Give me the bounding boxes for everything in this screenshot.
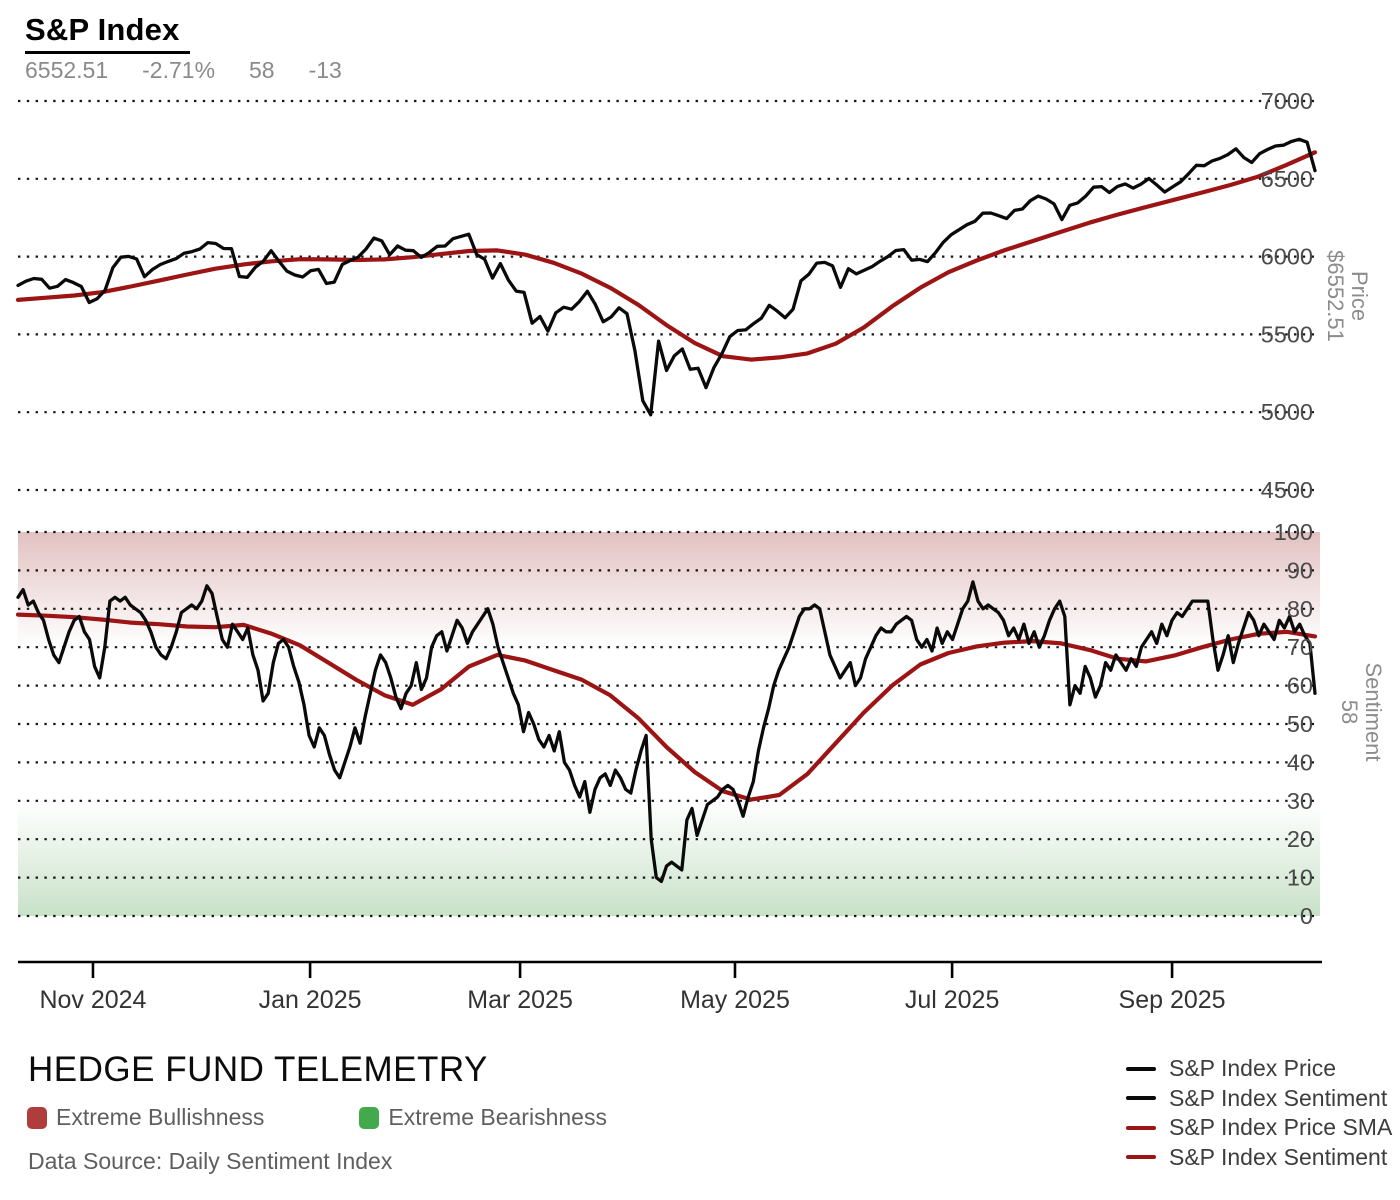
sentiment-tick-label: 100 [1274,519,1313,545]
legend-row: S&P Index Sentiment [1126,1084,1392,1114]
price-axis-title: Price$6552.51 [1323,250,1372,342]
sentiment-tick-label: 10 [1287,865,1313,891]
quote-change-pct: -2.71% [142,57,216,83]
legend-label: S&P Index Price [1169,1055,1337,1082]
data-source-note: Data Source: Daily Sentiment Index [28,1148,393,1174]
x-tick-label: Sep 2025 [1119,986,1226,1014]
sentiment-tick-label: 90 [1287,557,1313,583]
sentiment-tick-label: 30 [1287,788,1313,814]
quote-price: 6552.51 [25,57,109,83]
band-legend: Extreme Bullishness Extreme Bearishness [27,1104,702,1131]
bullishness-swatch-icon [27,1106,47,1129]
legend-line-swatch-icon [1126,1096,1156,1101]
page-title: S&P Index [25,12,190,54]
y-tick-labels: 7000650060005500500045001009080706050403… [1261,88,1313,929]
x-tick-label: Jan 2025 [259,986,362,1014]
chart-canvas: 7000650060005500500045001009080706050403… [15,88,1386,1014]
price-tick-label: 5000 [1261,399,1313,425]
price-tick-label: 6000 [1261,244,1313,270]
legend-line-swatch-icon [1126,1125,1156,1130]
legend-row: S&P Index Price SMA [1126,1113,1392,1143]
band-legend-label: Extreme Bullishness [56,1104,265,1130]
x-axis: Nov 2024 Jan 2025 Mar 2025 May 2025 Jul 2025… [18,960,1322,1014]
band-legend-label: Extreme Bearishness [388,1104,607,1130]
sentiment-tick-label: 60 [1287,673,1313,699]
bearishness-swatch-icon [359,1106,380,1129]
quote-strip: 6552.51 -2.71% 58 -13 [25,57,376,84]
series-legend: S&P Index Price S&P Index Sentiment S&P In… [1126,1054,1392,1172]
gridlines [18,99,1315,918]
sentiment-tick-label: 50 [1287,711,1313,737]
band-legend-item: Extreme Bearishness [359,1104,607,1131]
extreme-bullishness-band [18,532,1320,648]
data-series [15,137,1318,884]
price-tick-label: 4500 [1261,477,1313,503]
legend-label: S&P Index Sentiment [1169,1143,1388,1170]
x-tick-label: Jul 2025 [905,986,1000,1014]
chart-header: S&P Index 6552.51 -2.71% 58 -13 [25,12,376,84]
quote-sentiment: 58 [249,57,275,83]
sentiment-tick-label: 20 [1287,826,1313,852]
legend-line-swatch-icon [1126,1066,1156,1071]
brand-title: HEDGE FUND TELEMETRY [28,1050,488,1089]
quote-sentiment-change: -13 [308,57,342,83]
legend-row: S&P Index Price [1126,1054,1392,1084]
price-tick-label: 6500 [1261,166,1313,192]
sentiment-tick-label: 80 [1287,596,1313,622]
price-line [16,137,1317,417]
sentiment-tick-label: 70 [1287,634,1313,660]
x-tick-label: Mar 2025 [467,986,573,1014]
x-tick-label: May 2025 [680,986,790,1014]
legend-line-swatch-icon [1126,1155,1156,1160]
sentiment-line [16,580,1317,884]
price-sma-line [15,150,1318,362]
legend-label: S&P Index Price SMA [1169,1114,1393,1141]
price-tick-label: 5500 [1261,321,1313,347]
sentiment-tick-label: 0 [1300,903,1313,929]
legend-label: S&P Index Sentiment [1169,1084,1388,1111]
extreme-bearishness-band [18,800,1320,916]
legend-row: S&P Index Sentiment [1126,1143,1392,1173]
axis-titles: Price$6552.51 Sentiment58 [1323,250,1386,761]
band-legend-item: Extreme Bullishness [27,1104,264,1131]
sentiment-axis-title: Sentiment58 [1337,662,1386,761]
sentiment-tick-label: 40 [1287,749,1313,775]
x-tick-label: Nov 2024 [39,986,146,1014]
price-tick-label: 7000 [1261,88,1313,114]
